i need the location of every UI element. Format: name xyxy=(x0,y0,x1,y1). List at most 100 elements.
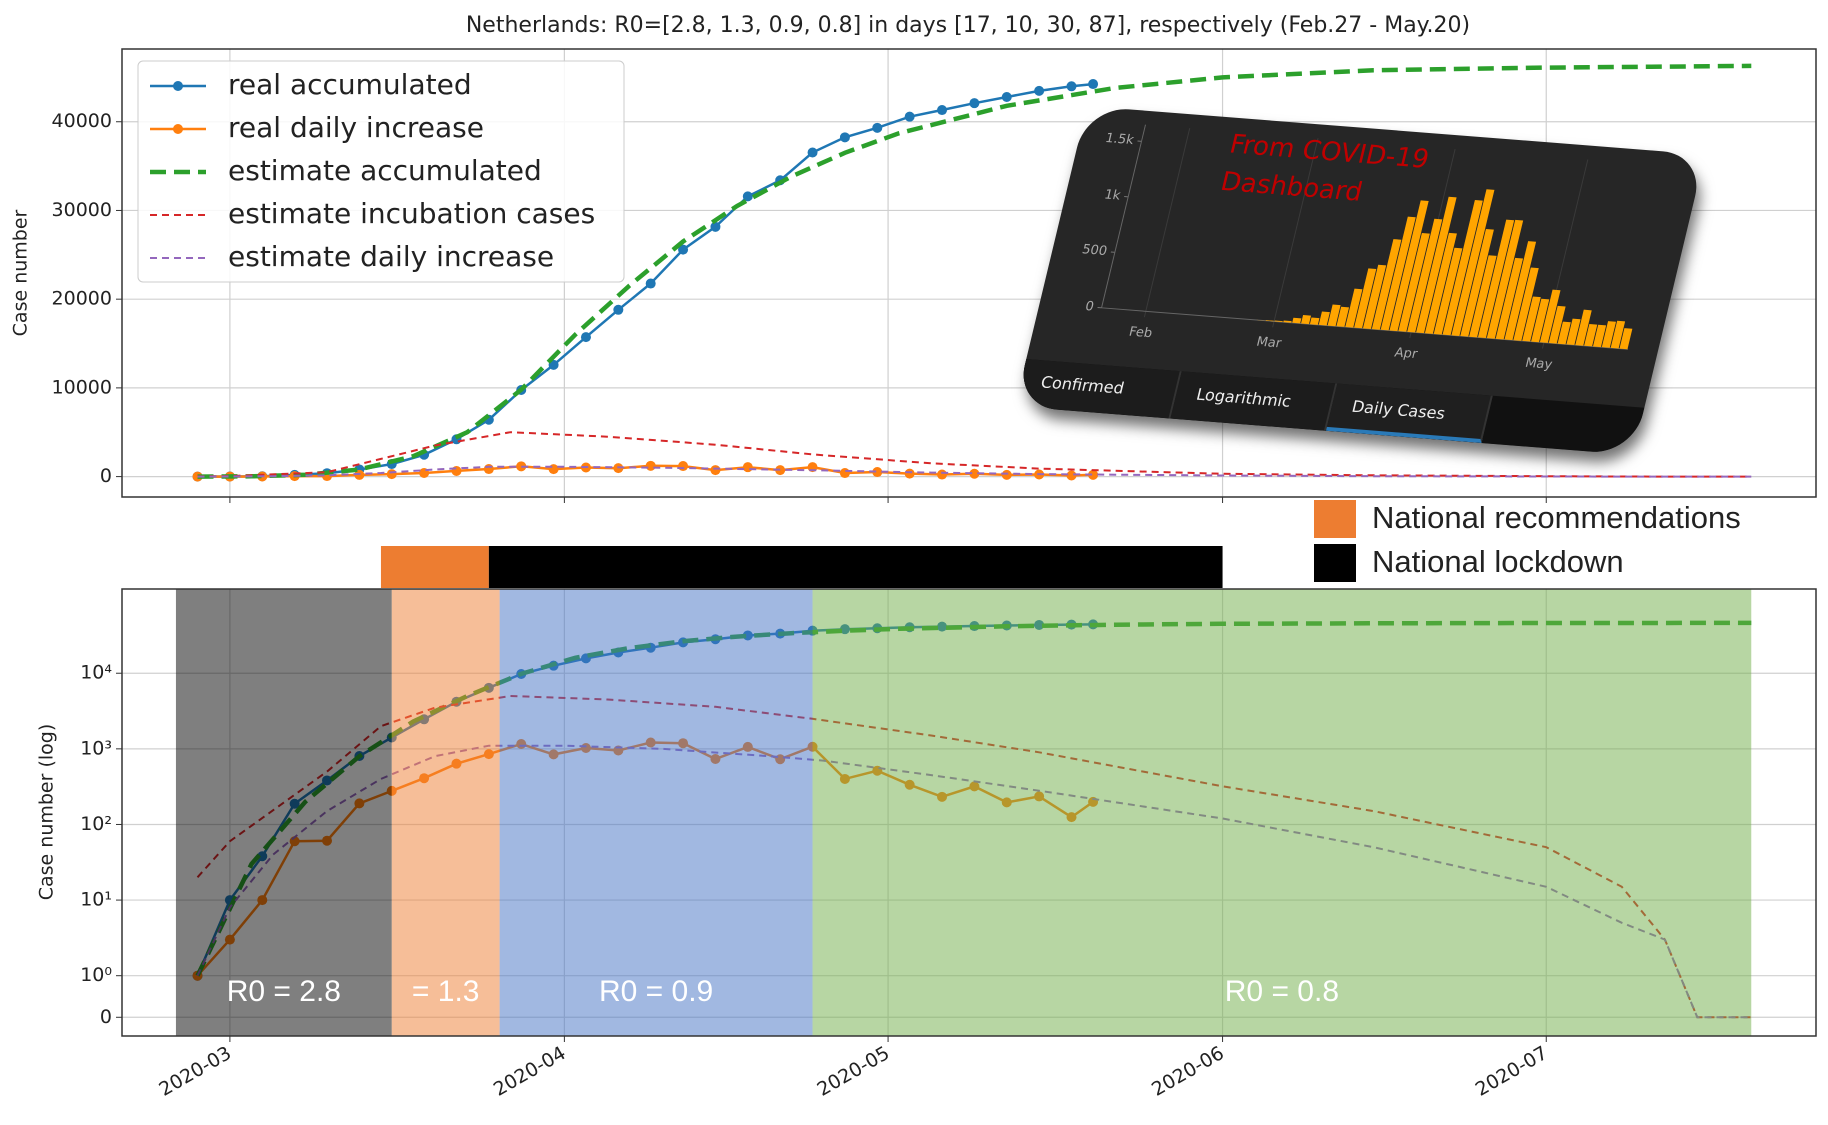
bar xyxy=(1619,328,1633,350)
legend-box xyxy=(137,60,625,283)
chart-title: Netherlands: R0=[2.8, 1.3, 0.9, 0.8] in … xyxy=(466,13,1470,38)
data-point xyxy=(904,111,915,122)
data-point xyxy=(742,191,753,202)
data-point xyxy=(1088,469,1099,480)
bar xyxy=(1557,321,1571,345)
data-point xyxy=(710,465,721,476)
plot-frame xyxy=(121,588,1817,1037)
y-tick-label: 1.5k xyxy=(1104,131,1136,148)
data-point xyxy=(1034,85,1045,96)
y-tick-label: 10⁰ xyxy=(80,964,112,986)
y-axis-label: Case number xyxy=(10,209,32,336)
data-point xyxy=(969,98,980,109)
data-point xyxy=(678,461,689,472)
timeline-bar xyxy=(380,546,489,588)
data-point xyxy=(1001,92,1012,103)
bar xyxy=(1327,304,1341,327)
axis-line xyxy=(1101,124,1146,308)
bar xyxy=(1584,324,1598,347)
bar xyxy=(1318,311,1330,326)
bar xyxy=(1301,314,1312,325)
data-point xyxy=(580,332,591,343)
data-point xyxy=(839,132,850,143)
bar xyxy=(1531,298,1550,343)
x-tick-label: Apr xyxy=(1393,346,1420,362)
x-tick-label: 2020-05 xyxy=(814,1042,894,1101)
data-point xyxy=(548,464,559,475)
bar xyxy=(1575,309,1592,346)
bar xyxy=(1469,255,1497,338)
y-axis-label: Case number (log) xyxy=(36,724,58,901)
phase-label: R0 = 0.9 xyxy=(599,975,713,1008)
legend-label: real daily increase xyxy=(228,111,484,144)
phase-region xyxy=(391,589,500,1036)
data-point xyxy=(386,469,397,480)
data-point xyxy=(678,244,689,255)
x-tick-label: 2020-03 xyxy=(155,1042,235,1101)
bar xyxy=(1292,317,1302,324)
x-tick-label: 2020-04 xyxy=(490,1042,570,1101)
bar xyxy=(1460,229,1494,337)
timeline-bar xyxy=(488,546,1223,588)
series-line xyxy=(197,465,1752,478)
bar xyxy=(1477,219,1515,339)
phase-label: R0 = 0.8 xyxy=(1225,975,1339,1008)
data-point xyxy=(645,278,656,289)
bar xyxy=(1407,218,1443,333)
x-tick-label: 2020-06 xyxy=(1148,1042,1228,1101)
bar xyxy=(1513,267,1539,341)
bar xyxy=(1495,257,1524,340)
y-tick-label: 10³ xyxy=(80,737,112,759)
plot-frame xyxy=(121,48,1817,498)
legend-label: estimate incubation cases xyxy=(228,197,595,230)
legend-swatch xyxy=(1314,500,1356,538)
bar xyxy=(1522,296,1541,342)
plot-area xyxy=(192,63,1752,482)
data-point xyxy=(969,468,980,479)
bar xyxy=(1345,288,1363,328)
bar xyxy=(1274,320,1283,323)
x-tick-label: May xyxy=(1524,356,1555,373)
bar xyxy=(1442,200,1483,336)
y-tick-label: 0 xyxy=(100,465,112,487)
series-line xyxy=(197,63,1752,479)
legend-label: National recommendations xyxy=(1372,500,1741,535)
bar xyxy=(1389,200,1429,332)
bar xyxy=(1371,239,1402,330)
data-point xyxy=(613,304,624,315)
x-tick-label: Mar xyxy=(1255,335,1284,352)
data-point xyxy=(516,461,527,472)
data-point xyxy=(710,221,721,232)
bar xyxy=(1451,189,1495,336)
data-point xyxy=(937,105,948,116)
data-point xyxy=(937,469,948,480)
data-point xyxy=(1088,79,1099,90)
bar xyxy=(1256,319,1265,321)
legend-swatch xyxy=(1314,544,1356,582)
bar xyxy=(1283,320,1292,323)
bar xyxy=(1548,305,1566,344)
phase-region xyxy=(812,589,1752,1036)
phase-label: = 1.3 xyxy=(412,975,480,1008)
data-point xyxy=(1001,469,1012,480)
bar xyxy=(1610,320,1626,349)
data-point xyxy=(1066,81,1077,92)
x-tick-label: 2020-07 xyxy=(1472,1042,1552,1101)
legend-marker xyxy=(173,81,183,91)
bar xyxy=(1362,264,1387,330)
legend-label: National lockdown xyxy=(1372,544,1624,579)
bar xyxy=(1336,306,1350,327)
data-point xyxy=(742,462,753,473)
y-tick-label: 10² xyxy=(80,813,112,835)
y-tick-label: 500 xyxy=(1080,242,1108,259)
bar xyxy=(1398,233,1430,332)
grid-line xyxy=(1272,138,1319,328)
inset-chart: 0 500 1k 1.5k Feb Mar Apr May xyxy=(1080,124,1633,373)
y-tick-label: 20000 xyxy=(52,288,112,310)
y-tick-label: 0 xyxy=(100,1006,112,1028)
data-point xyxy=(645,460,656,471)
bar xyxy=(1433,247,1463,335)
legend-marker xyxy=(173,124,183,134)
